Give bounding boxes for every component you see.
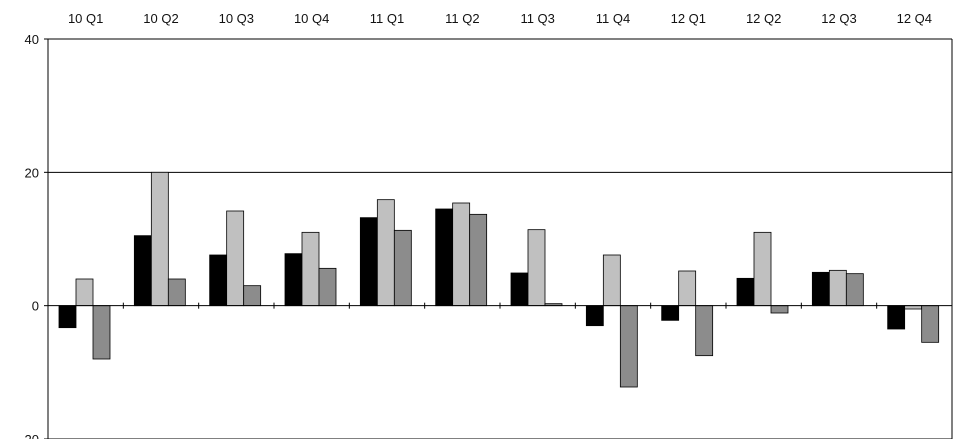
- bar: [209, 254, 228, 307]
- x-tick-label: 11 Q3: [520, 11, 554, 26]
- bar: [376, 199, 395, 307]
- x-tick-label: 10 Q4: [294, 11, 329, 26]
- x-tick-label: 12 Q1: [671, 11, 706, 26]
- bar: [393, 229, 412, 307]
- x-tick-label: 10 Q3: [219, 11, 254, 26]
- bar-layer: [58, 171, 940, 388]
- x-tick-label: 12 Q4: [897, 11, 932, 26]
- x-tick-label: 12 Q2: [746, 11, 781, 26]
- bar: [301, 231, 320, 307]
- bar: [92, 305, 111, 360]
- x-tick-label: 10 Q2: [143, 11, 178, 26]
- bar: [770, 305, 789, 314]
- bar: [58, 305, 77, 329]
- bar: [619, 305, 638, 388]
- x-tick-label: 11 Q4: [596, 11, 630, 26]
- x-tick-label: 11 Q2: [445, 11, 479, 26]
- bar: [133, 235, 152, 307]
- bar: [243, 285, 262, 307]
- bar: [887, 305, 906, 330]
- bar: [585, 305, 604, 327]
- bar: [845, 273, 864, 307]
- y-tick-label: 40: [25, 32, 39, 47]
- bar: [736, 277, 755, 307]
- bar: [753, 231, 772, 307]
- axis-layer: [44, 38, 953, 439]
- bar: [828, 269, 847, 307]
- bar: [435, 208, 454, 307]
- label-layer: 40 20 0 −20 10 Q1 10 Q2 10 Q3 10 Q4 11 Q1 11 Q2 11…: [17, 11, 932, 439]
- bar: [921, 305, 940, 343]
- bar: [284, 253, 303, 307]
- y-tick-label: −20: [17, 432, 39, 439]
- bar: [678, 270, 697, 307]
- bar: [318, 267, 337, 307]
- grid-layer: [48, 38, 952, 439]
- bar: [527, 229, 546, 307]
- bar: [167, 278, 186, 307]
- x-tick-label: 12 Q3: [821, 11, 856, 26]
- bar: [75, 278, 94, 307]
- bar: [150, 171, 169, 307]
- bar: [811, 271, 830, 307]
- bar: [452, 202, 471, 307]
- x-tick-label: 11 Q1: [370, 11, 404, 26]
- x-tick-label: 10 Q1: [68, 11, 103, 26]
- bar: [469, 213, 488, 307]
- bar: [226, 210, 245, 307]
- bar: [602, 254, 621, 307]
- bar: [359, 217, 378, 307]
- y-tick-label: 20: [25, 165, 39, 180]
- bar: [661, 305, 680, 321]
- y-tick-label: 0: [32, 299, 39, 314]
- bar: [695, 305, 714, 357]
- bar: [510, 272, 529, 307]
